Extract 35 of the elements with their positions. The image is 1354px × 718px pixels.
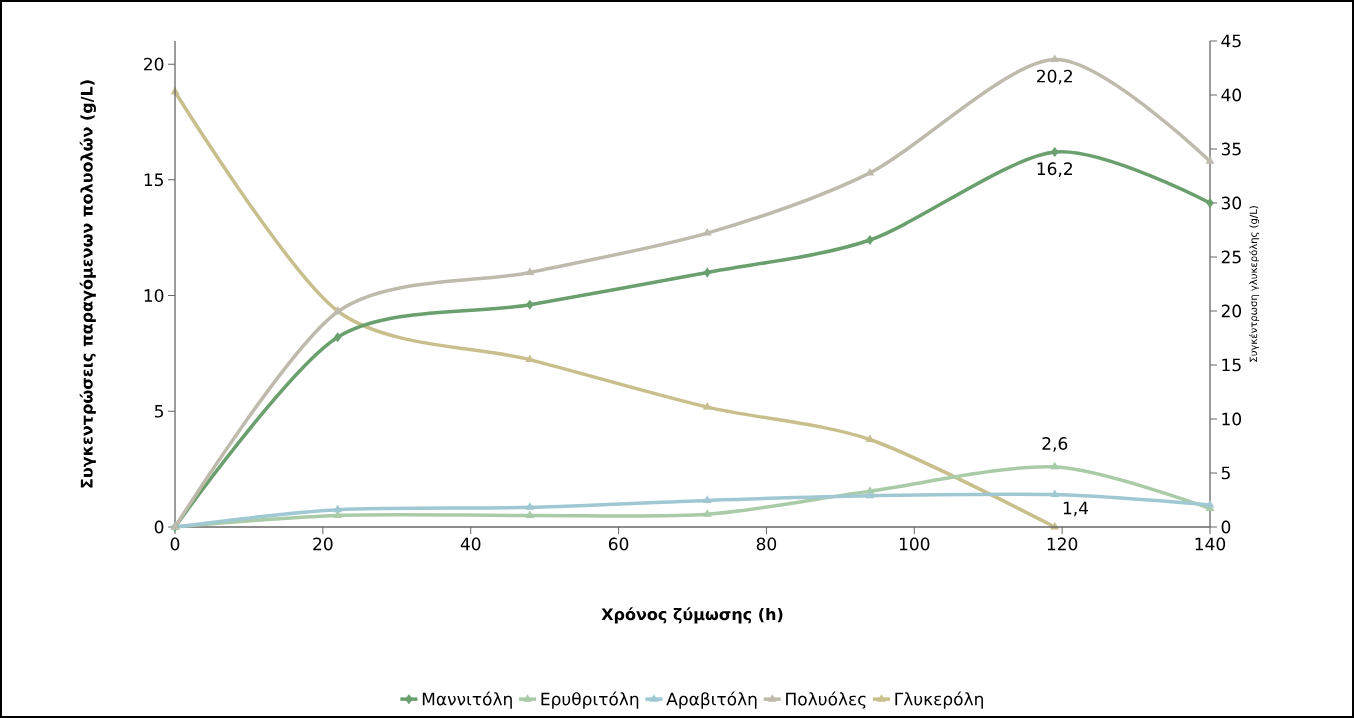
x-tick-label: 100 bbox=[899, 537, 930, 551]
legend-label: Μαννιτόλη bbox=[422, 691, 512, 709]
x-tick-label: 80 bbox=[756, 537, 777, 551]
legend-label: Ερυθριτόλη bbox=[541, 691, 639, 709]
y-tick-label: 0 bbox=[154, 520, 164, 534]
y2-tick-label: 20 bbox=[1221, 304, 1242, 318]
x-tick-label: 20 bbox=[313, 537, 333, 551]
x-tick-label: 0 bbox=[170, 537, 180, 551]
y-tick-label: 20 bbox=[144, 57, 164, 71]
y2-tick-label: 40 bbox=[1221, 88, 1242, 102]
y2-tick-label: 35 bbox=[1221, 142, 1241, 156]
legend-label: Αραβιτόλη bbox=[666, 691, 757, 709]
data-label: 1,4 bbox=[1063, 501, 1089, 517]
y2-tick-label: 15 bbox=[1222, 358, 1241, 372]
y2-tick-label: 25 bbox=[1221, 250, 1241, 264]
x-tick-label: 60 bbox=[608, 537, 629, 551]
x-axis-title: Χρόνος ζύμωσης (h) bbox=[601, 607, 783, 624]
data-label: 2,6 bbox=[1042, 437, 1068, 452]
y2-tick-label: 45 bbox=[1221, 34, 1241, 48]
data-label: 16,2 bbox=[1037, 162, 1072, 177]
y2-tick-label: 30 bbox=[1221, 196, 1242, 210]
legend-label: Πολυόλες bbox=[786, 691, 866, 709]
data-label: 20,2 bbox=[1037, 69, 1072, 85]
y-tick-label: 5 bbox=[154, 404, 163, 418]
y2-tick-label: 5 bbox=[1221, 466, 1230, 480]
y2-axis-title: Συγκέντρωση γλυκερόλης (g/L) bbox=[1249, 206, 1260, 362]
y-tick-label: 15 bbox=[144, 173, 163, 187]
x-tick-label: 40 bbox=[460, 537, 481, 551]
y2-tick-label: 0 bbox=[1221, 520, 1231, 534]
x-tick-label: 120 bbox=[1047, 537, 1078, 551]
legend-label: Γλυκερόλη bbox=[895, 691, 983, 709]
y-axis-title: Συγκεντρώσεις παραγόμενων πολυολών (g/L) bbox=[79, 80, 96, 488]
y-tick-label: 10 bbox=[144, 289, 164, 302]
x-tick-label: 140 bbox=[1195, 537, 1226, 551]
y2-tick-label: 10 bbox=[1222, 412, 1242, 426]
